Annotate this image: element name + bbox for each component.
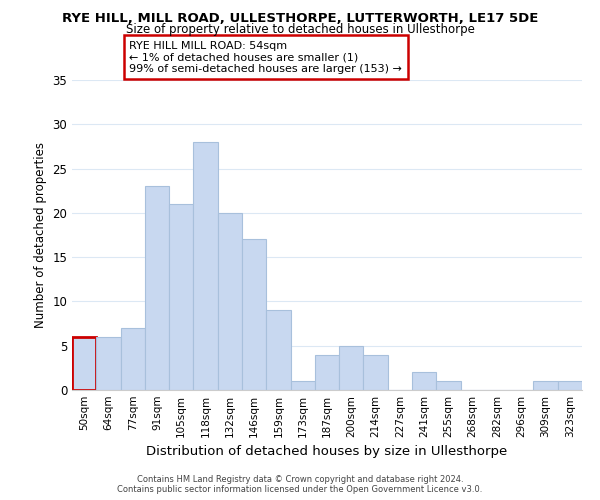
Bar bbox=[193, 142, 218, 390]
Bar bbox=[96, 337, 121, 390]
Bar bbox=[121, 328, 145, 390]
Bar bbox=[436, 381, 461, 390]
Bar bbox=[533, 381, 558, 390]
X-axis label: Distribution of detached houses by size in Ullesthorpe: Distribution of detached houses by size … bbox=[146, 446, 508, 458]
Text: RYE HILL MILL ROAD: 54sqm
← 1% of detached houses are smaller (1)
99% of semi-de: RYE HILL MILL ROAD: 54sqm ← 1% of detach… bbox=[130, 40, 402, 74]
Bar bbox=[412, 372, 436, 390]
Bar bbox=[364, 354, 388, 390]
Text: Contains HM Land Registry data © Crown copyright and database right 2024.
Contai: Contains HM Land Registry data © Crown c… bbox=[118, 474, 482, 494]
Bar bbox=[315, 354, 339, 390]
Bar bbox=[266, 310, 290, 390]
Text: Size of property relative to detached houses in Ullesthorpe: Size of property relative to detached ho… bbox=[125, 22, 475, 36]
Bar bbox=[558, 381, 582, 390]
Y-axis label: Number of detached properties: Number of detached properties bbox=[34, 142, 47, 328]
Bar bbox=[72, 337, 96, 390]
Bar bbox=[218, 213, 242, 390]
Bar bbox=[242, 240, 266, 390]
Bar bbox=[145, 186, 169, 390]
Bar bbox=[339, 346, 364, 390]
Bar bbox=[290, 381, 315, 390]
Bar bbox=[169, 204, 193, 390]
Text: RYE HILL, MILL ROAD, ULLESTHORPE, LUTTERWORTH, LE17 5DE: RYE HILL, MILL ROAD, ULLESTHORPE, LUTTER… bbox=[62, 12, 538, 26]
